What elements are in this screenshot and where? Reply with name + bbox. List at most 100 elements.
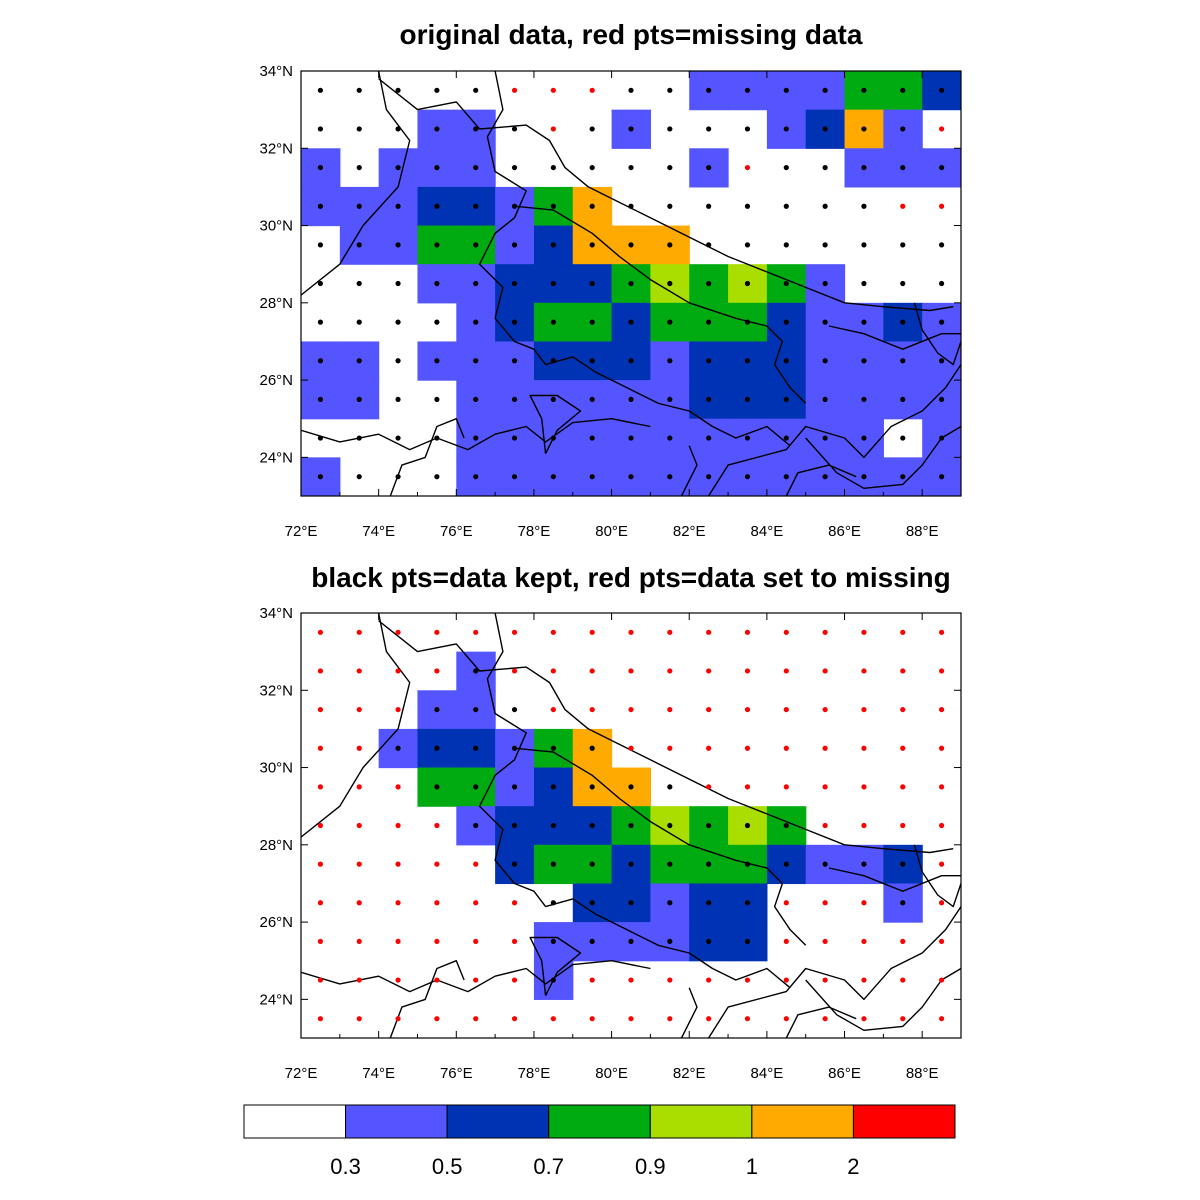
missing-point — [744, 706, 751, 713]
kept-point — [706, 164, 712, 171]
missing-point — [356, 629, 362, 635]
missing-point — [900, 822, 906, 829]
missing-point — [356, 977, 362, 983]
missing-point — [550, 1016, 556, 1022]
top-panel-title: original data, red pts=missing data — [400, 19, 863, 50]
kept-point — [822, 396, 828, 403]
missing-point — [744, 629, 751, 635]
kept-point — [317, 319, 324, 325]
kept-point — [317, 358, 324, 364]
missing-point — [783, 784, 789, 790]
missing-point — [938, 629, 945, 635]
missing-point — [822, 629, 828, 635]
kept-point — [473, 242, 479, 248]
missing-point — [317, 668, 324, 674]
kept-point — [938, 358, 945, 364]
missing-point — [938, 861, 945, 867]
missing-point — [589, 87, 595, 93]
boundary-line — [785, 1006, 857, 1038]
kept-point — [706, 900, 712, 906]
kept-point — [822, 203, 828, 209]
kept-point — [317, 435, 324, 441]
missing-point — [395, 861, 401, 867]
boundary-line — [301, 418, 651, 451]
kept-point — [744, 280, 751, 287]
boundary-line — [389, 418, 465, 496]
colorbar-box — [345, 1104, 448, 1139]
kept-point — [550, 977, 556, 983]
missing-point — [356, 861, 362, 867]
missing-point — [744, 668, 751, 674]
kept-point — [356, 126, 362, 132]
missing-point — [589, 706, 595, 713]
missing-point — [667, 977, 673, 983]
missing-point — [550, 87, 556, 93]
kept-point — [744, 435, 751, 441]
missing-point — [861, 977, 867, 983]
kept-point — [434, 87, 440, 93]
kept-point — [395, 396, 401, 403]
kept-point — [395, 87, 401, 93]
kept-point — [511, 745, 518, 751]
missing-point — [783, 668, 789, 674]
missing-point — [317, 1016, 324, 1022]
kept-point — [861, 87, 867, 93]
kept-point — [744, 203, 751, 209]
missing-point — [473, 629, 479, 635]
boundary-line — [708, 364, 961, 496]
kept-point — [589, 126, 595, 132]
kept-point — [589, 900, 595, 906]
kept-point — [706, 396, 712, 403]
kept-point — [550, 358, 556, 364]
kept-point — [783, 861, 789, 867]
kept-point — [589, 861, 595, 867]
kept-point — [783, 87, 789, 93]
kept-point — [706, 319, 712, 325]
kept-point — [317, 242, 324, 248]
missing-point — [628, 629, 634, 635]
missing-point — [938, 977, 945, 983]
missing-point — [938, 822, 945, 829]
boundary-line — [301, 613, 411, 838]
missing-point — [628, 1016, 634, 1022]
kept-point — [706, 358, 712, 364]
missing-point — [783, 900, 789, 906]
kept-point — [938, 435, 945, 441]
kept-point — [744, 900, 751, 906]
kept-point — [395, 745, 401, 751]
missing-point — [783, 977, 789, 983]
colorbar-box — [852, 1104, 956, 1139]
boundary-line — [301, 960, 651, 993]
kept-point — [550, 242, 556, 248]
kept-point — [628, 396, 634, 403]
kept-point — [861, 203, 867, 209]
grid-cell — [961, 303, 1000, 342]
kept-point — [511, 242, 518, 248]
missing-point — [900, 784, 906, 790]
kept-point — [434, 280, 440, 287]
missing-point — [783, 938, 789, 945]
missing-point — [395, 977, 401, 983]
kept-point — [395, 474, 401, 480]
missing-point — [317, 900, 324, 906]
kept-point — [511, 822, 518, 829]
bottom-panel: 72°E 74°E 76°E 78°E 80°E 82°E 84°E 86°E 88°E 24°N… — [259, 605, 962, 1082]
kept-point — [744, 822, 751, 829]
kept-point — [511, 203, 518, 209]
kept-point — [473, 668, 479, 674]
kept-point — [550, 164, 556, 171]
kept-point — [822, 126, 828, 132]
missing-point — [628, 745, 634, 751]
kept-point — [861, 474, 867, 480]
kept-point — [356, 164, 362, 171]
missing-point — [667, 1016, 673, 1022]
x-tick-label: 74°E — [362, 1065, 395, 1082]
kept-point — [317, 203, 324, 209]
kept-point — [938, 280, 945, 287]
kept-point — [589, 822, 595, 829]
kept-point — [628, 474, 634, 480]
kept-point — [356, 280, 362, 287]
kept-point — [822, 242, 828, 248]
missing-point — [317, 745, 324, 751]
missing-point — [861, 1016, 867, 1022]
